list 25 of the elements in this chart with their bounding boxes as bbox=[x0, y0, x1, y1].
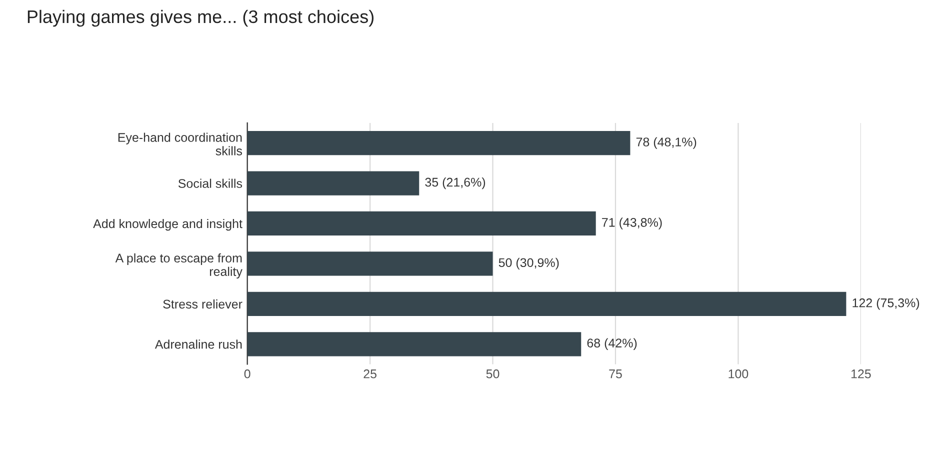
data-label: 78 (48,1%) bbox=[636, 137, 696, 149]
y-tick-label: Stress reliever bbox=[163, 299, 242, 309]
x-tick-label: 100 bbox=[728, 369, 748, 378]
x-tick-label: 0 bbox=[244, 369, 250, 378]
bar bbox=[247, 332, 582, 356]
x-tick-label: 50 bbox=[486, 369, 500, 378]
bar bbox=[247, 252, 493, 276]
x-tick-label: 75 bbox=[609, 370, 622, 378]
data-label: 35 (21,6%) bbox=[425, 177, 486, 190]
y-tick-label: Eye-hand coordination skills bbox=[118, 132, 242, 156]
bar bbox=[247, 171, 420, 196]
chart-title: Playing games gives me... (3 most choices) bbox=[28, 10, 374, 27]
y-tick-label: A place to escape from reality bbox=[115, 253, 242, 278]
x-tick-label: 25 bbox=[364, 369, 376, 378]
x-tick-label: 125 bbox=[851, 369, 871, 378]
y-tick-label: Social skills bbox=[178, 178, 242, 188]
bar bbox=[247, 292, 846, 316]
bar bbox=[247, 131, 630, 156]
bar bbox=[247, 211, 596, 236]
y-tick-label: Adrenaline rush bbox=[154, 340, 242, 349]
data-label: 50 (30,9%) bbox=[498, 258, 559, 270]
y-tick-label: Add knowledge and insight bbox=[93, 218, 242, 231]
data-label: 68 (42%) bbox=[587, 338, 637, 350]
data-label: 71 (43,8%) bbox=[602, 218, 662, 230]
data-label: 122 (75,3%) bbox=[852, 298, 920, 310]
